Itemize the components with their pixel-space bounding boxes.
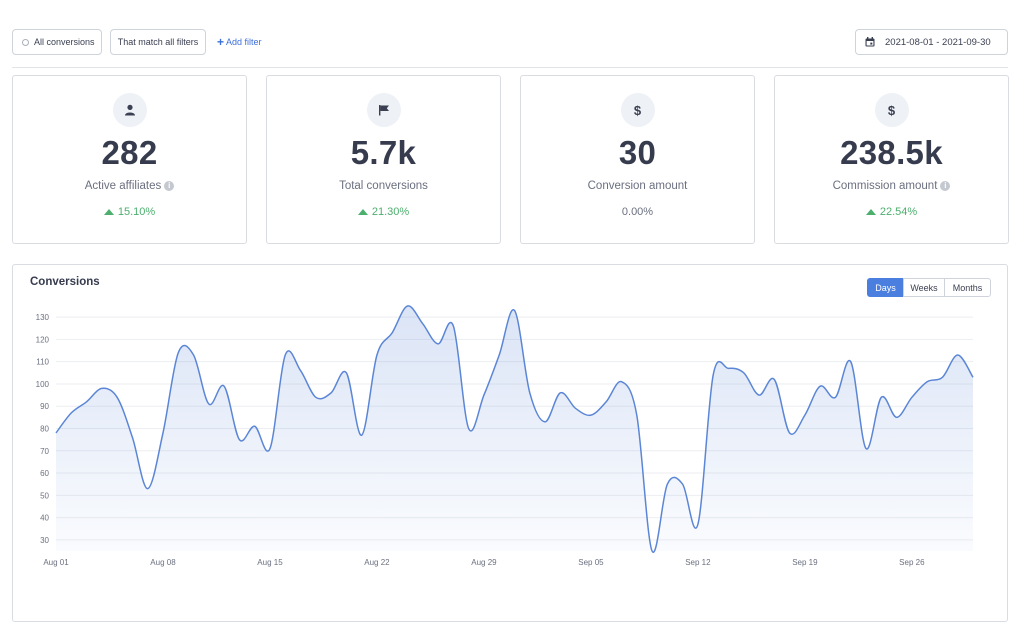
trend-up-icon	[865, 209, 876, 215]
y-tick-label: 80	[40, 425, 49, 434]
stat-change: 22.54%	[775, 206, 1008, 218]
info-icon[interactable]: i	[164, 181, 175, 191]
y-tick-label: 70	[40, 447, 49, 456]
x-tick-label: Aug 01	[43, 558, 69, 567]
x-tick-label: Sep 26	[899, 558, 925, 567]
stat-change: 15.10%	[13, 206, 246, 218]
tab-days[interactable]: Days	[867, 278, 904, 297]
stat-label: Total conversions	[267, 180, 500, 192]
stat-change: 0.00%	[521, 206, 754, 218]
x-tick-label: Aug 15	[257, 558, 283, 567]
y-tick-label: 60	[40, 469, 49, 478]
stat-change-value: 22.54%	[879, 206, 918, 218]
radio-icon	[22, 38, 29, 46]
stat-card-commission-amount: $ 238.5k Commission amount i 22.54%	[774, 75, 1009, 244]
calendar-icon	[865, 37, 875, 47]
y-tick-label: 100	[36, 380, 50, 389]
flag-icon	[366, 93, 401, 127]
stat-value: 282	[101, 134, 158, 171]
dollar-icon: $	[874, 93, 909, 127]
match-mode-dropdown[interactable]: That match all filters	[110, 29, 206, 55]
x-tick-label: Aug 08	[150, 558, 176, 567]
tab-weeks[interactable]: Weeks	[903, 278, 945, 297]
stat-label: Active affiliates i	[13, 180, 246, 192]
stat-label-text: Active affiliates	[84, 180, 162, 192]
x-tick-label: Aug 29	[471, 558, 497, 567]
info-icon[interactable]: i	[940, 181, 951, 191]
filter-bar: All conversions That match all filters +…	[12, 29, 1008, 55]
y-tick-label: 130	[36, 313, 50, 322]
conversions-scope-label: All conversions	[34, 37, 95, 47]
conversions-scope-dropdown[interactable]: All conversions	[12, 29, 102, 55]
y-tick-label: 90	[40, 402, 49, 411]
y-tick-label: 110	[36, 358, 49, 367]
conversions-line	[55, 305, 974, 553]
x-tick-label: Sep 05	[578, 558, 604, 567]
add-filter-link[interactable]: + Add filter	[217, 29, 262, 55]
stat-change-value: 21.30%	[371, 206, 410, 218]
divider	[12, 67, 1008, 68]
stat-value: 5.7k	[350, 134, 417, 171]
plus-icon: +	[217, 35, 225, 49]
date-range-picker[interactable]: 2021-08-01 - 2021-09-30	[855, 29, 1008, 55]
stat-label-text: Total conversions	[339, 180, 428, 192]
stat-label-text: Commission amount	[832, 180, 938, 192]
dollar-icon: $	[620, 93, 655, 127]
y-tick-label: 30	[40, 536, 49, 545]
date-range-value: 2021-08-01 - 2021-09-30	[885, 36, 991, 48]
stat-value: 238.5k	[840, 134, 943, 171]
add-filter-label: Add filter	[226, 37, 262, 47]
conversions-area	[56, 305, 973, 553]
stat-card-active-affiliates: 282 Active affiliates i 15.10%	[12, 75, 247, 244]
trend-up-icon	[103, 209, 114, 215]
period-toggle: Days Weeks Months	[867, 278, 991, 297]
stat-label: Commission amount i	[775, 180, 1008, 192]
x-tick-label: Sep 12	[685, 558, 711, 567]
stat-value: 30	[618, 134, 657, 171]
chart-title: Conversions	[30, 276, 100, 288]
y-tick-label: 50	[40, 491, 49, 500]
stat-change-value: 0.00%	[621, 206, 654, 218]
user-icon	[112, 93, 147, 127]
conversions-chart-panel: 30 40 50 60 70 80 90 100 110 120 130 Aug 01 Aug 08 Au…	[12, 264, 1008, 622]
y-tick-label: 120	[36, 335, 50, 344]
trend-up-icon	[357, 209, 368, 215]
conversions-chart: 30 40 50 60 70 80 90 100 110 120 130 Aug 01 Aug 08 Au…	[36, 305, 974, 567]
stat-card-total-conversions: 5.7k Total conversions 21.30%	[266, 75, 501, 244]
y-tick-label: 40	[40, 514, 49, 523]
stat-change: 21.30%	[267, 206, 500, 218]
stat-label: Conversion amount	[521, 180, 754, 192]
stat-change-value: 15.10%	[117, 206, 156, 218]
x-tick-label: Aug 22	[364, 558, 390, 567]
x-tick-label: Sep 19	[792, 558, 818, 567]
stat-card-conversion-amount: $ 30 Conversion amount 0.00%	[520, 75, 755, 244]
match-mode-label: That match all filters	[117, 37, 199, 47]
tab-months[interactable]: Months	[944, 278, 991, 297]
stat-label-text: Conversion amount	[587, 180, 688, 192]
